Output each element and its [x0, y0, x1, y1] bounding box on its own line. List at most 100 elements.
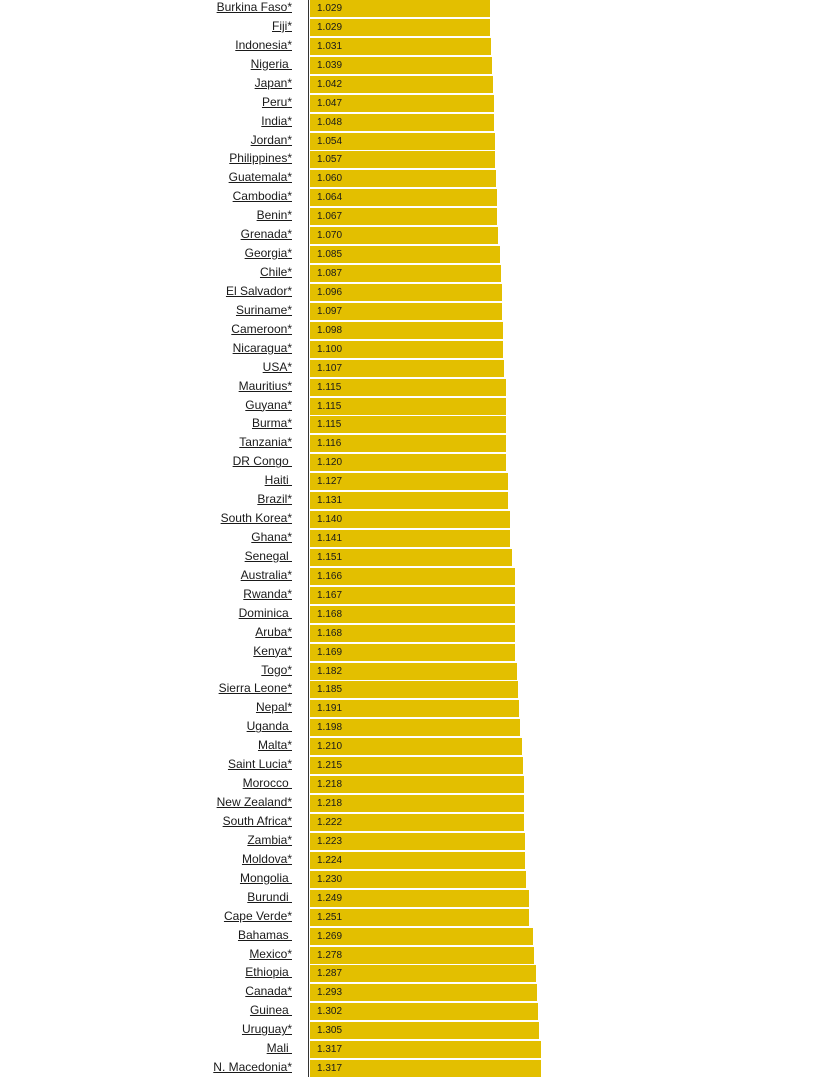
country-link[interactable]: South Korea* — [220, 511, 292, 526]
category-label: Aruba* — [255, 625, 292, 643]
value-label: 1.057 — [317, 154, 343, 166]
country-link[interactable]: Guinea — [249, 1003, 292, 1018]
category-label: Sierra Leone* — [219, 681, 292, 699]
bar-row: Peru* 1.047 — [0, 94, 819, 113]
country-link[interactable]: Dominica — [238, 605, 292, 620]
value-label: 1.191 — [317, 703, 343, 715]
value-label: 1.141 — [317, 533, 343, 545]
country-link[interactable]: Rwanda* — [243, 586, 292, 601]
country-link[interactable]: Senegal — [244, 548, 292, 563]
bar — [310, 889, 530, 907]
country-link[interactable]: Georgia* — [244, 246, 292, 261]
country-link[interactable]: Mauritius* — [238, 378, 292, 393]
country-link[interactable]: DR Congo — [232, 454, 292, 469]
bar — [310, 454, 507, 472]
country-link[interactable]: Jordan* — [250, 132, 292, 147]
value-label: 1.218 — [317, 779, 343, 791]
country-link[interactable]: Ethiopia — [245, 965, 292, 980]
bar-row: Rwanda* 1.167 — [0, 586, 819, 605]
country-link[interactable]: Indonesia* — [235, 37, 292, 52]
country-link[interactable]: Nigeria — [250, 56, 292, 71]
country-link[interactable]: Tanzania* — [239, 435, 292, 450]
value-label: 1.185 — [317, 684, 343, 696]
category-label: Burkina Faso* — [217, 0, 292, 18]
bar-row: Mexico* 1.278 — [0, 946, 819, 965]
value-label: 1.085 — [317, 249, 343, 261]
country-link[interactable]: Bahamas — [237, 927, 292, 942]
country-link[interactable]: Chile* — [259, 265, 292, 280]
value-label: 1.127 — [317, 476, 343, 488]
country-link[interactable]: Uruguay* — [241, 1022, 292, 1037]
country-link[interactable]: Mongolia — [239, 870, 292, 885]
category-label: Uganda — [247, 719, 292, 737]
country-link[interactable]: India* — [261, 113, 292, 128]
country-link[interactable]: Suriname* — [235, 302, 292, 317]
country-link[interactable]: El Salvador* — [225, 283, 292, 298]
country-link[interactable]: Guatemala* — [228, 170, 292, 185]
country-link[interactable]: Australia* — [240, 567, 292, 582]
category-label: Jordan* — [251, 133, 292, 151]
country-link[interactable]: Peru* — [261, 94, 292, 109]
country-link[interactable]: Burma* — [251, 416, 292, 431]
country-link[interactable]: Cape Verde* — [223, 908, 292, 923]
bar-row: Burkina Faso* 1.029 — [0, 0, 819, 18]
country-link[interactable]: Morocco — [242, 776, 292, 791]
country-link[interactable]: N. Macedonia* — [213, 1060, 292, 1075]
category-label: Malta* — [258, 738, 292, 756]
country-link[interactable]: Canada* — [245, 984, 292, 999]
country-link[interactable]: Burundi — [247, 889, 292, 904]
country-link[interactable]: Grenada* — [240, 227, 292, 242]
category-label: Burundi — [247, 890, 292, 908]
country-link[interactable]: South Africa* — [222, 813, 292, 828]
country-link[interactable]: Brazil* — [257, 492, 292, 507]
country-link[interactable]: Sierra Leone* — [218, 681, 292, 696]
country-link[interactable]: Ghana* — [251, 530, 292, 545]
country-link[interactable]: Malta* — [257, 738, 292, 753]
country-link[interactable]: New Zealand* — [216, 795, 292, 810]
country-link[interactable]: Philippines* — [229, 151, 292, 166]
country-link[interactable]: Saint Lucia* — [227, 757, 292, 772]
bar-row: Philippines* 1.057 — [0, 151, 819, 169]
value-label: 1.305 — [317, 1025, 343, 1037]
country-link[interactable]: Burkina Faso* — [216, 0, 292, 14]
country-link[interactable]: Uganda — [246, 719, 292, 734]
country-link[interactable]: Togo* — [261, 662, 292, 677]
bar-row: Ghana* 1.141 — [0, 530, 819, 548]
bar — [310, 795, 524, 813]
country-link[interactable]: Cameroon* — [231, 321, 292, 336]
bar — [310, 567, 515, 585]
value-label: 1.042 — [317, 78, 343, 90]
country-link[interactable]: Zambia* — [247, 832, 292, 847]
country-link[interactable]: Nepal* — [255, 700, 292, 715]
value-label: 1.029 — [317, 21, 343, 33]
country-link[interactable]: Haiti — [264, 473, 292, 488]
category-label: Mali — [267, 1041, 292, 1059]
value-label: 1.167 — [317, 589, 343, 601]
bar — [310, 927, 533, 945]
country-link[interactable]: Mali — [266, 1041, 292, 1056]
bar — [310, 908, 530, 926]
country-link[interactable]: Fiji* — [272, 18, 292, 33]
bar — [310, 492, 509, 510]
category-label: Moldova* — [242, 852, 292, 870]
bar-row: New Zealand* 1.218 — [0, 795, 819, 813]
country-link[interactable]: Mexico* — [249, 946, 292, 961]
bar — [310, 965, 536, 983]
country-link[interactable]: Nicaragua* — [232, 340, 292, 355]
value-label: 1.251 — [317, 911, 343, 923]
country-link[interactable]: Cambodia* — [232, 189, 292, 204]
category-label: Haiti — [265, 473, 292, 491]
country-link[interactable]: USA* — [262, 359, 292, 374]
country-link[interactable]: Benin* — [256, 208, 292, 223]
category-label: Peru* — [262, 95, 292, 113]
country-link[interactable]: Japan* — [254, 75, 292, 90]
bar-row: Haiti 1.127 — [0, 473, 819, 491]
country-link[interactable]: Guyana* — [245, 397, 292, 412]
category-label: Benin* — [257, 208, 292, 226]
country-link[interactable]: Aruba* — [255, 624, 292, 639]
country-link[interactable]: Moldova* — [241, 851, 292, 866]
category-label: Bahamas — [238, 928, 292, 946]
country-link[interactable]: Kenya* — [253, 643, 292, 658]
bar — [310, 321, 503, 339]
